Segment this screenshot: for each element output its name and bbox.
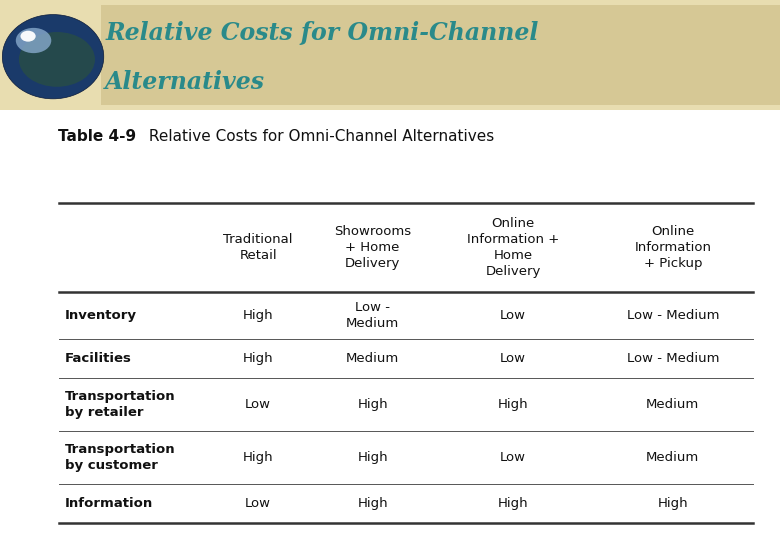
Text: High: High: [658, 497, 688, 510]
Text: Low - Medium: Low - Medium: [626, 352, 719, 365]
Text: Low: Low: [245, 398, 271, 411]
Text: High: High: [243, 352, 274, 365]
Text: Relative Costs for Omni-Channel Alternatives: Relative Costs for Omni-Channel Alternat…: [144, 129, 495, 144]
Text: High: High: [498, 398, 529, 411]
Text: Low: Low: [500, 451, 526, 464]
Text: Medium: Medium: [346, 352, 399, 365]
Text: Transportation
by customer: Transportation by customer: [65, 443, 176, 472]
Text: High: High: [357, 497, 388, 510]
Text: Table 4-9: Table 4-9: [58, 129, 136, 144]
Text: Medium: Medium: [647, 451, 700, 464]
Text: Showrooms
+ Home
Delivery: Showrooms + Home Delivery: [334, 225, 411, 269]
Ellipse shape: [19, 32, 95, 87]
Text: Low: Low: [500, 352, 526, 365]
Text: High: High: [357, 398, 388, 411]
Ellipse shape: [2, 15, 104, 99]
Text: Alternatives: Alternatives: [105, 70, 265, 94]
Bar: [0, 0, 780, 110]
Text: Traditional
Retail: Traditional Retail: [223, 233, 292, 261]
Text: Relative Costs for Omni-Channel: Relative Costs for Omni-Channel: [105, 22, 539, 45]
Text: Low -
Medium: Low - Medium: [346, 301, 399, 330]
Text: Low - Medium: Low - Medium: [626, 309, 719, 322]
Text: High: High: [243, 309, 274, 322]
Text: High: High: [243, 451, 274, 464]
Text: Facilities: Facilities: [65, 352, 132, 365]
Text: Low: Low: [245, 497, 271, 510]
Text: Medium: Medium: [647, 398, 700, 411]
Bar: [101, 5, 780, 105]
Text: Online
Information
+ Pickup: Online Information + Pickup: [634, 225, 711, 269]
Text: Inventory: Inventory: [65, 309, 136, 322]
Text: Low: Low: [500, 309, 526, 322]
Text: Transportation
by retailer: Transportation by retailer: [65, 390, 176, 419]
Text: Information: Information: [65, 497, 153, 510]
Ellipse shape: [20, 31, 36, 42]
Text: Online
Information +
Home
Delivery: Online Information + Home Delivery: [467, 217, 559, 278]
Ellipse shape: [16, 28, 51, 53]
Text: High: High: [357, 451, 388, 464]
Text: High: High: [498, 497, 529, 510]
